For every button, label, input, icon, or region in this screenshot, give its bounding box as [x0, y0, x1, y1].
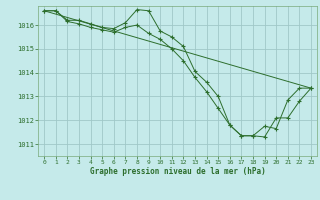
X-axis label: Graphe pression niveau de la mer (hPa): Graphe pression niveau de la mer (hPa): [90, 167, 266, 176]
